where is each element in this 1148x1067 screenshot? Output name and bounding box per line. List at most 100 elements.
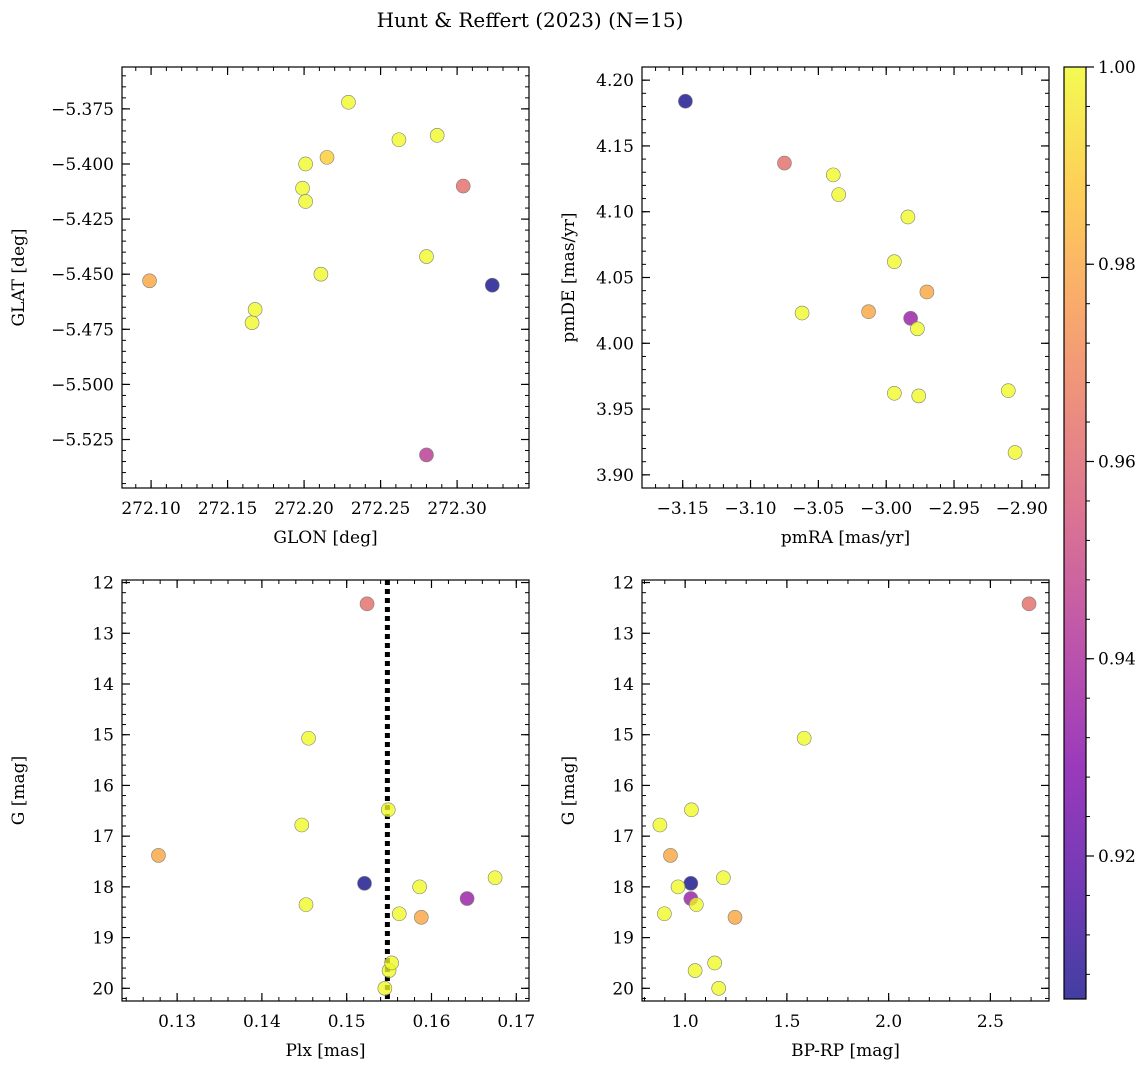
- y-axis-label: pmDE [mas/yr]: [559, 212, 579, 342]
- scatter-points: [652, 596, 1037, 996]
- x-tick-label: 0.14: [243, 1012, 281, 1032]
- y-tick-label: 4.15: [596, 137, 634, 157]
- x-tick-label: 272.10: [121, 499, 180, 519]
- axes-frame: [121, 66, 530, 489]
- axes-frame: [641, 66, 1050, 489]
- x-tick-label: 1.5: [773, 1012, 800, 1032]
- data-point: [298, 194, 313, 209]
- data-point: [887, 254, 902, 270]
- axes-frame: [641, 579, 1050, 1002]
- y-tick-label: 3.95: [596, 400, 634, 420]
- y-tick-label: −5.500: [51, 375, 114, 395]
- y-axis-label: G [mag]: [559, 756, 579, 825]
- minor-ticks: [122, 580, 529, 1001]
- y-tick-label: 16: [612, 776, 634, 796]
- y-tick-label: 18: [92, 878, 114, 898]
- data-point: [716, 870, 731, 886]
- data-point: [1021, 596, 1037, 612]
- data-point: [687, 963, 703, 978]
- x-tick-label: −2.90: [996, 499, 1048, 519]
- data-point: [357, 876, 372, 891]
- colorbar-gradient: [1064, 67, 1086, 999]
- x-tick-label: 0.17: [497, 1012, 535, 1032]
- data-point: [391, 132, 407, 148]
- scatter-points: [142, 94, 500, 463]
- x-tick-label: 2.5: [977, 1012, 1004, 1032]
- data-point: [652, 817, 668, 833]
- y-tick-label: 3.90: [596, 466, 634, 486]
- data-point: [663, 848, 678, 863]
- colorbar-tick-label: 0.92: [1098, 847, 1136, 867]
- subplot-pmra-pmde: −3.15 −3.10 −3.05 −3.00 −2.95 −2.90 3.90 3.95 4.…: [559, 66, 1050, 548]
- data-point: [777, 155, 792, 171]
- x-tick-label: −3.15: [657, 499, 709, 519]
- data-point: [678, 93, 693, 109]
- data-point: [384, 955, 399, 971]
- data-point: [711, 981, 727, 996]
- figure-title: Hunt & Reffert (2023) (N=15): [377, 8, 684, 32]
- x-tick-label: −3.00: [860, 499, 912, 519]
- data-point: [459, 891, 475, 906]
- scatter-points: [151, 596, 503, 996]
- data-point: [670, 879, 686, 895]
- data-point: [301, 730, 316, 746]
- data-point: [319, 150, 335, 165]
- data-point: [919, 284, 935, 300]
- y-tick-label: 17: [92, 827, 114, 847]
- y-tick-label: 20: [612, 979, 634, 999]
- colorbar: 0.92 0.94 0.96 0.98 1.00: [1063, 58, 1136, 1000]
- y-tick-label: −5.450: [51, 265, 114, 285]
- colorbar-tick-label: 0.94: [1098, 650, 1136, 670]
- y-tick-label: −5.475: [51, 320, 114, 340]
- x-tick-label: −2.95: [928, 499, 980, 519]
- x-tick-label: 272.30: [427, 499, 486, 519]
- data-point: [707, 955, 722, 971]
- data-point: [484, 277, 500, 293]
- x-tick-label: 272.20: [274, 499, 333, 519]
- colorbar-tick-label: 0.96: [1098, 452, 1136, 472]
- data-point: [900, 209, 916, 225]
- y-tick-label: 20: [92, 979, 114, 999]
- x-axis-label: BP-RP [mag]: [791, 1041, 900, 1061]
- subplot-glon-glat: 272.10 272.15 272.20 272.25 272.30 −5.375 −5.4…: [9, 66, 530, 548]
- data-point: [683, 876, 699, 891]
- data-point: [794, 305, 810, 321]
- data-point: [298, 897, 314, 912]
- x-tick-label: 272.15: [198, 499, 257, 519]
- y-tick-label: 12: [92, 574, 114, 594]
- subplot-grid: 272.10 272.15 272.20 272.25 272.30 −5.375 −5.4…: [9, 66, 1050, 1061]
- data-point: [911, 388, 927, 404]
- data-point: [429, 128, 445, 143]
- y-tick-label: 4.20: [596, 71, 634, 91]
- data-point: [419, 249, 434, 264]
- data-point: [377, 981, 393, 996]
- x-tick-label: −3.05: [792, 499, 844, 519]
- y-tick-label: 19: [612, 929, 634, 949]
- y-tick-label: −5.425: [51, 210, 114, 230]
- y-tick-label: 4.00: [596, 334, 634, 354]
- y-tick-label: 19: [92, 929, 114, 949]
- data-point: [657, 906, 672, 922]
- y-tick-label: 12: [612, 574, 634, 594]
- colorbar-tick-label: 0.98: [1098, 255, 1136, 275]
- colorbar-ticks: 0.92 0.94 0.96 0.98 1.00: [1086, 58, 1136, 975]
- subplot-plx-g: 0.13 0.14 0.15 0.16 0.17 12 13 14 15 16 17 18 19 20 Pl…: [9, 574, 535, 1061]
- minor-ticks: [641, 66, 1050, 489]
- data-point: [295, 180, 310, 196]
- y-tick-label: 14: [92, 675, 114, 695]
- data-point: [142, 273, 157, 289]
- x-tick-label: 272.25: [351, 499, 410, 519]
- data-point: [1007, 445, 1023, 460]
- data-point: [412, 879, 427, 895]
- y-tick-label: 13: [92, 624, 114, 644]
- axes-frame: [121, 579, 530, 1002]
- y-axis-label: GLAT [deg]: [9, 228, 29, 326]
- y-tick-label: 16: [92, 776, 114, 796]
- x-tick-label: 0.15: [328, 1012, 366, 1032]
- x-tick-label: 1.0: [672, 1012, 699, 1032]
- colorbar-tick-label: 1.00: [1098, 58, 1136, 78]
- x-axis-label: pmRA [mas/yr]: [781, 528, 910, 548]
- y-tick-label: 4.10: [596, 203, 634, 223]
- data-point: [684, 802, 699, 818]
- y-tick-label: −5.525: [51, 431, 114, 451]
